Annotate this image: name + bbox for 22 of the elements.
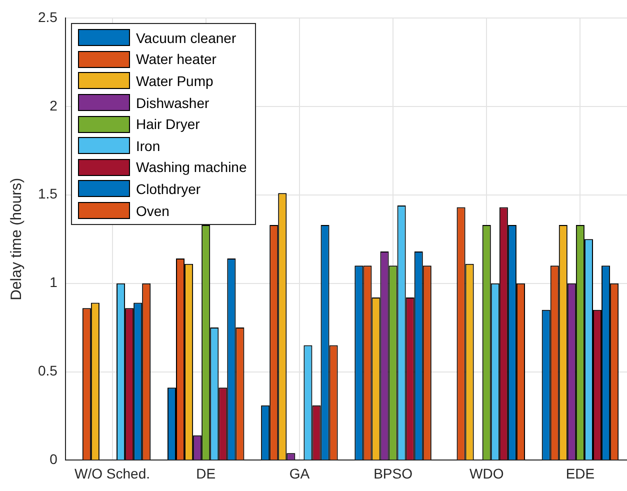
legend-label: Water heater	[136, 51, 216, 68]
y-tick-label: 1	[50, 274, 58, 290]
legend-label: Dishwasher	[136, 94, 210, 111]
x-tick-label: DE	[196, 465, 216, 482]
y-tick-label: 1.5	[38, 186, 58, 202]
y-tick-label: 0	[50, 451, 58, 468]
legend-label: Water Pump	[136, 72, 214, 89]
legend-label: Vacuum cleaner	[136, 30, 236, 46]
x-tick-label: BPSO	[374, 465, 413, 482]
x-tick-label: WDO	[470, 465, 504, 482]
y-tick-label: 2	[50, 97, 58, 114]
y-tick-label: 0.5	[38, 362, 58, 379]
legend-label: Hair Dryer	[136, 116, 200, 132]
x-tick-label: EDE	[566, 465, 595, 482]
x-tick-label: GA	[289, 465, 310, 482]
legend-label: Clothdryer	[136, 180, 201, 197]
y-axis-title: Delay time (hours)	[8, 178, 26, 300]
legend-label: Oven	[136, 202, 170, 219]
legend-label: Iron	[136, 138, 160, 154]
y-tick-label: 2.5	[38, 8, 58, 25]
x-tick-label: W/O Sched.	[74, 465, 150, 482]
legend-label: Washing machine	[136, 159, 247, 176]
